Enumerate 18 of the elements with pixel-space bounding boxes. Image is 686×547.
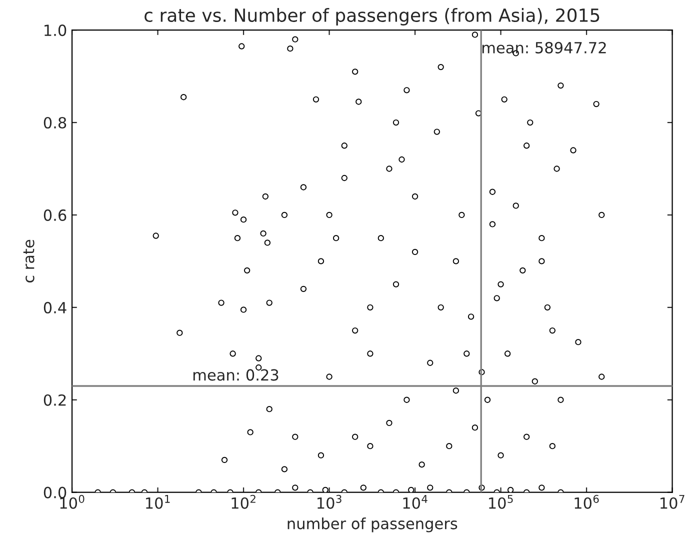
y-tick-label: 0.0 — [44, 486, 66, 498]
ref-line-label: mean: 0.23 — [193, 369, 278, 381]
x-tick-label: 10$^{2}$ — [232, 494, 256, 509]
y-tick-label: 0.8 — [44, 116, 66, 129]
x-axis-title: number of passengers — [288, 518, 458, 532]
y-tick-label: 0.6 — [44, 209, 66, 221]
x-tick-label: 10$^{6}$ — [574, 494, 599, 509]
x-tick-label: 10$^{3}$ — [318, 494, 342, 509]
y-tick-label: 1.0 — [44, 24, 66, 36]
y-axis-title: c rate — [23, 240, 34, 282]
x-tick-label: 10$^{4}$ — [403, 495, 428, 509]
ref-line-label: mean: 58947.72 — [482, 42, 606, 54]
x-tick-label: 10$^{5}$ — [489, 495, 513, 509]
y-tick-label: 0.4 — [44, 302, 66, 314]
x-tick-label: 10$^{1}$ — [146, 495, 170, 509]
chart-title: c rate vs. Number of passengers (from Asia), 2015 — [144, 8, 600, 26]
x-tick-label: 10$^{7}$ — [660, 495, 684, 509]
y-tick-label: 0.2 — [44, 394, 66, 406]
